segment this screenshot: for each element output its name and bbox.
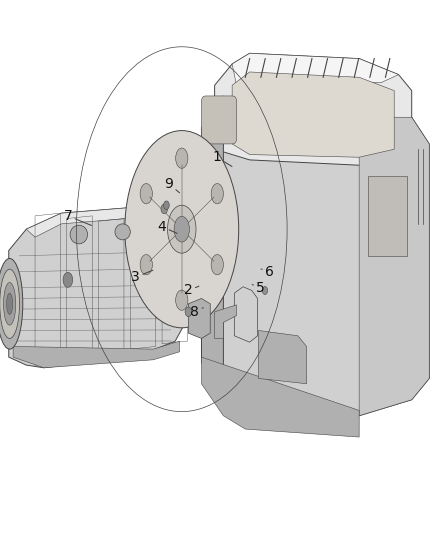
Ellipse shape bbox=[115, 224, 131, 240]
Polygon shape bbox=[26, 208, 184, 237]
Ellipse shape bbox=[167, 205, 196, 253]
Polygon shape bbox=[9, 208, 184, 368]
Polygon shape bbox=[201, 85, 429, 416]
Ellipse shape bbox=[161, 204, 167, 214]
Text: 3: 3 bbox=[131, 270, 153, 284]
Ellipse shape bbox=[163, 201, 169, 209]
Ellipse shape bbox=[211, 255, 223, 275]
Ellipse shape bbox=[140, 183, 152, 204]
Ellipse shape bbox=[63, 272, 73, 287]
Polygon shape bbox=[232, 53, 399, 85]
Ellipse shape bbox=[70, 225, 88, 244]
Ellipse shape bbox=[125, 131, 239, 328]
Polygon shape bbox=[188, 298, 210, 338]
Ellipse shape bbox=[262, 286, 268, 294]
Ellipse shape bbox=[0, 259, 23, 349]
Ellipse shape bbox=[176, 290, 188, 310]
Text: 6: 6 bbox=[261, 265, 274, 279]
Text: 9: 9 bbox=[164, 177, 180, 193]
Polygon shape bbox=[13, 341, 180, 368]
Polygon shape bbox=[258, 330, 307, 384]
Ellipse shape bbox=[174, 216, 189, 242]
Ellipse shape bbox=[159, 219, 200, 325]
Ellipse shape bbox=[176, 148, 188, 168]
Text: 1: 1 bbox=[212, 150, 232, 166]
Ellipse shape bbox=[185, 307, 192, 317]
Polygon shape bbox=[232, 72, 394, 157]
Ellipse shape bbox=[4, 282, 16, 325]
Polygon shape bbox=[234, 287, 258, 342]
FancyBboxPatch shape bbox=[201, 96, 237, 144]
Text: 7: 7 bbox=[64, 209, 92, 225]
Text: 4: 4 bbox=[158, 220, 177, 233]
Text: 8: 8 bbox=[191, 305, 203, 319]
Text: 2: 2 bbox=[184, 284, 199, 297]
Polygon shape bbox=[215, 53, 412, 165]
Ellipse shape bbox=[211, 183, 223, 204]
Ellipse shape bbox=[7, 293, 13, 314]
Text: 5: 5 bbox=[252, 281, 265, 295]
Polygon shape bbox=[359, 117, 429, 416]
Polygon shape bbox=[215, 305, 237, 338]
Polygon shape bbox=[201, 357, 359, 437]
Polygon shape bbox=[201, 96, 223, 389]
Ellipse shape bbox=[140, 255, 152, 275]
Ellipse shape bbox=[0, 269, 19, 338]
Bar bbox=[368, 176, 407, 256]
